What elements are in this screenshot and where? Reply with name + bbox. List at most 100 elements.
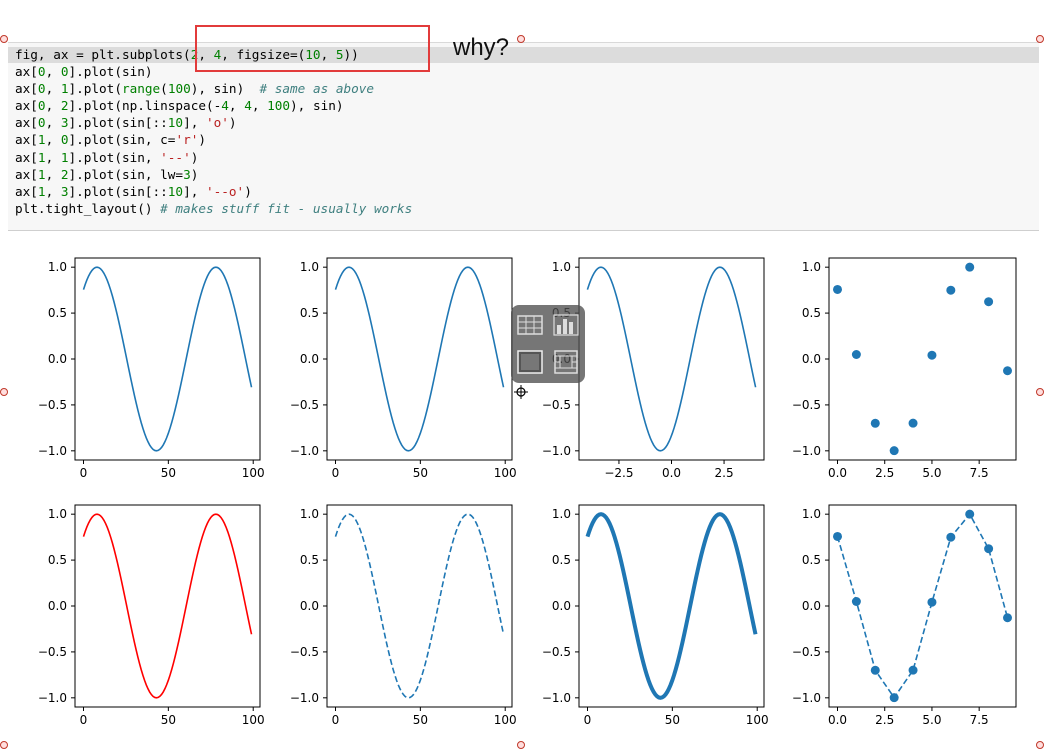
chart-view-button[interactable] xyxy=(550,309,582,341)
code-line: ax[0, 1].plot(range(100), sin) # same as… xyxy=(15,81,375,97)
y-tick-label: −1.0 xyxy=(38,691,67,705)
data-point xyxy=(908,418,918,428)
data-point xyxy=(984,544,994,554)
x-tick-label: 0 xyxy=(332,466,340,480)
bar-chart-icon xyxy=(553,314,579,336)
y-tick-label: 1.0 xyxy=(300,260,319,274)
y-tick-label: 0.5 xyxy=(300,553,319,567)
code-line: ax[1, 2].plot(sin, lw=3) xyxy=(15,166,199,182)
selection-handle[interactable] xyxy=(0,388,8,396)
selection-handle[interactable] xyxy=(1036,741,1044,749)
code-line: ax[0, 0].plot(sin) xyxy=(15,64,153,80)
table-view-button[interactable] xyxy=(514,309,546,341)
y-tick-label: −0.5 xyxy=(38,645,67,659)
selection-handle[interactable] xyxy=(1036,35,1044,43)
y-tick-label: −1.0 xyxy=(290,691,319,705)
data-point xyxy=(851,597,861,607)
y-tick-label: −0.5 xyxy=(792,398,821,412)
x-tick-label: 2.5 xyxy=(715,466,734,480)
y-tick-label: 1.0 xyxy=(552,507,571,521)
code-line: ax[1, 3].plot(sin[::10], '--o') xyxy=(15,183,252,199)
data-point xyxy=(927,597,937,607)
y-tick-label: −0.5 xyxy=(38,398,67,412)
code-line: ax[1, 0].plot(sin, c='r') xyxy=(15,132,206,148)
y-tick-label: 1.0 xyxy=(48,507,67,521)
y-tick-label: 0.0 xyxy=(48,352,67,366)
y-tick-label: −1.0 xyxy=(290,444,319,458)
annotation-rectangle[interactable] xyxy=(195,25,430,72)
x-tick-label: 7.5 xyxy=(970,466,989,480)
y-tick-label: 0.0 xyxy=(300,599,319,613)
series-line xyxy=(585,512,758,700)
data-point xyxy=(984,297,994,307)
axes-frame xyxy=(74,257,261,461)
selection-handle[interactable] xyxy=(0,35,8,43)
data-point xyxy=(889,693,899,703)
code-line: ax[0, 2].plot(np.linspace(-4, 4, 100), s… xyxy=(15,98,344,114)
film-view-button[interactable] xyxy=(550,346,582,378)
x-tick-label: 100 xyxy=(494,466,517,480)
y-tick-label: 1.0 xyxy=(552,260,571,274)
series-line xyxy=(334,266,505,452)
series-line xyxy=(586,266,757,452)
series-line xyxy=(82,513,253,699)
x-tick-label: 2.5 xyxy=(875,466,894,480)
selection-handle[interactable] xyxy=(517,741,525,749)
data-point xyxy=(908,665,918,675)
code-cell[interactable]: fig, ax = plt.subplots(2, 4, figsize=(10… xyxy=(8,42,1039,231)
y-tick-label: 0.5 xyxy=(552,553,571,567)
x-tick-label: 0 xyxy=(80,466,88,480)
x-tick-label: 0 xyxy=(332,713,340,727)
data-point xyxy=(1003,613,1012,623)
axes-frame xyxy=(828,504,1017,708)
selection-handle[interactable] xyxy=(1036,388,1044,396)
y-tick-label: 0.0 xyxy=(802,352,821,366)
y-tick-label: 1.0 xyxy=(48,260,67,274)
code-line: fig, ax = plt.subplots(2, 4, figsize=(10… xyxy=(15,47,359,62)
x-tick-label: 100 xyxy=(746,713,769,727)
selection-handle[interactable] xyxy=(0,741,8,749)
selection-handle[interactable] xyxy=(517,35,525,43)
x-tick-label: 50 xyxy=(161,713,176,727)
data-point xyxy=(833,284,842,294)
x-tick-label: 7.5 xyxy=(970,713,989,727)
data-point xyxy=(927,350,937,360)
y-tick-label: 0.5 xyxy=(48,306,67,320)
code-editor[interactable]: fig, ax = plt.subplots(2, 4, figsize=(10… xyxy=(15,46,412,217)
y-tick-label: 0.0 xyxy=(552,599,571,613)
x-tick-label: 50 xyxy=(413,713,428,727)
code-line: ax[0, 3].plot(sin[::10], 'o') xyxy=(15,115,237,131)
x-tick-label: 5.0 xyxy=(922,466,941,480)
y-tick-label: −1.0 xyxy=(542,444,571,458)
axes-frame xyxy=(326,504,513,708)
y-tick-label: 0.0 xyxy=(300,352,319,366)
data-point xyxy=(851,350,861,360)
data-point xyxy=(946,285,956,295)
x-tick-label: 0 xyxy=(584,713,592,727)
code-line: ax[1, 1].plot(sin, '--') xyxy=(15,149,199,165)
data-point xyxy=(870,418,880,428)
data-point xyxy=(870,665,880,675)
x-tick-label: 50 xyxy=(665,713,680,727)
y-tick-label: 0.5 xyxy=(48,553,67,567)
y-tick-label: 0.5 xyxy=(802,553,821,567)
y-tick-label: −1.0 xyxy=(792,691,821,705)
y-tick-label: −1.0 xyxy=(792,444,821,458)
x-tick-label: −2.5 xyxy=(604,466,633,480)
image-view-button[interactable] xyxy=(514,346,546,378)
axes-frame xyxy=(74,504,261,708)
data-point xyxy=(965,262,975,272)
image-icon xyxy=(517,350,543,374)
axes-frame xyxy=(578,257,765,461)
y-tick-label: −0.5 xyxy=(290,645,319,659)
annotation-text[interactable]: why? xyxy=(453,34,510,61)
y-tick-label: −0.5 xyxy=(792,645,821,659)
x-tick-label: 100 xyxy=(242,466,265,480)
axes-frame xyxy=(326,257,513,461)
y-tick-label: 1.0 xyxy=(300,507,319,521)
series-line xyxy=(334,513,505,699)
y-tick-label: −1.0 xyxy=(38,444,67,458)
data-point xyxy=(833,531,842,541)
table-icon xyxy=(517,315,543,335)
